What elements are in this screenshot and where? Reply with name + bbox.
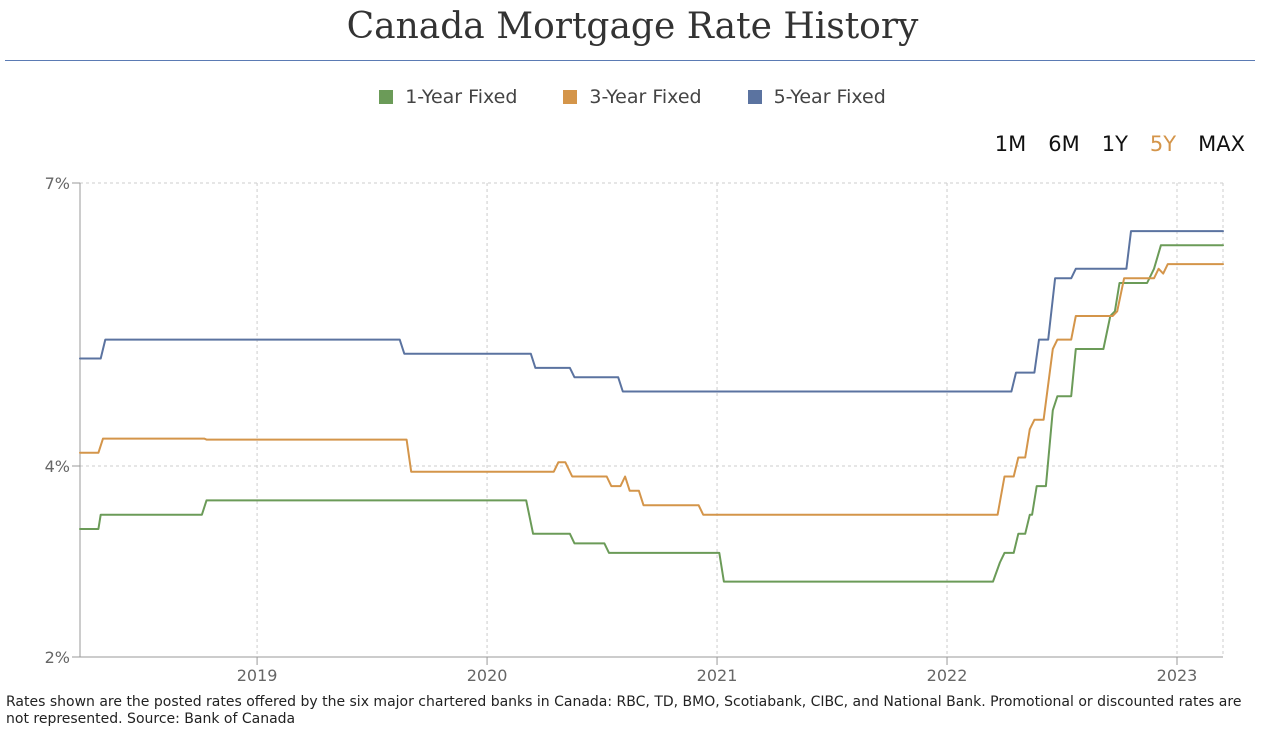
axes (72, 182, 1223, 665)
legend-swatch-3-year (563, 90, 578, 104)
grid (80, 182, 1224, 657)
y-tick-label-7: 7% (45, 174, 70, 193)
series-line-5-year (79, 230, 1224, 393)
x-tick-label-2023: 2023 (1157, 666, 1198, 685)
footnote: Rates shown are the posted rates offered… (6, 694, 1242, 727)
range-selector: 1M 6M 1Y 5Y MAX (995, 132, 1245, 156)
series-line-3-year (79, 263, 1224, 516)
x-tick-label-2020: 2020 (467, 666, 508, 685)
legend-label-5-year: 5-Year Fixed (773, 86, 886, 108)
series-lines (79, 230, 1224, 583)
x-tick-label-2021: 2021 (697, 666, 738, 685)
range-button-1y[interactable]: 1Y (1101, 132, 1128, 156)
chart-title: Canada Mortgage Rate History (346, 6, 919, 47)
legend-label-3-year: 3-Year Fixed (589, 86, 702, 108)
line-chart: 2% 4% 7% 2019 2020 2021 2022 2023 (45, 174, 1224, 685)
legend: 1-Year Fixed 3-Year Fixed 5-Year Fixed (0, 86, 1265, 108)
series-line-1-year (79, 244, 1224, 583)
legend-label-1-year: 1-Year Fixed (405, 86, 518, 108)
legend-item-5-year[interactable]: 5-Year Fixed (747, 86, 886, 108)
x-tick-label-2022: 2022 (927, 666, 968, 685)
range-button-6m[interactable]: 6M (1048, 132, 1080, 156)
legend-item-1-year[interactable]: 1-Year Fixed (379, 86, 517, 108)
range-button-5y[interactable]: 5Y (1149, 132, 1177, 156)
legend-swatch-1-year (379, 90, 394, 104)
range-button-max[interactable]: MAX (1198, 132, 1245, 156)
title-underline (5, 60, 1255, 61)
y-tick-label-2: 2% (45, 648, 70, 667)
y-tick-label-4: 4% (45, 457, 70, 476)
tick-labels: 2% 4% 7% 2019 2020 2021 2022 2023 (45, 174, 1198, 685)
range-button-1m[interactable]: 1M (994, 132, 1027, 156)
legend-swatch-5-year (747, 90, 762, 104)
x-tick-label-2019: 2019 (237, 666, 278, 685)
legend-item-3-year[interactable]: 3-Year Fixed (563, 86, 702, 108)
